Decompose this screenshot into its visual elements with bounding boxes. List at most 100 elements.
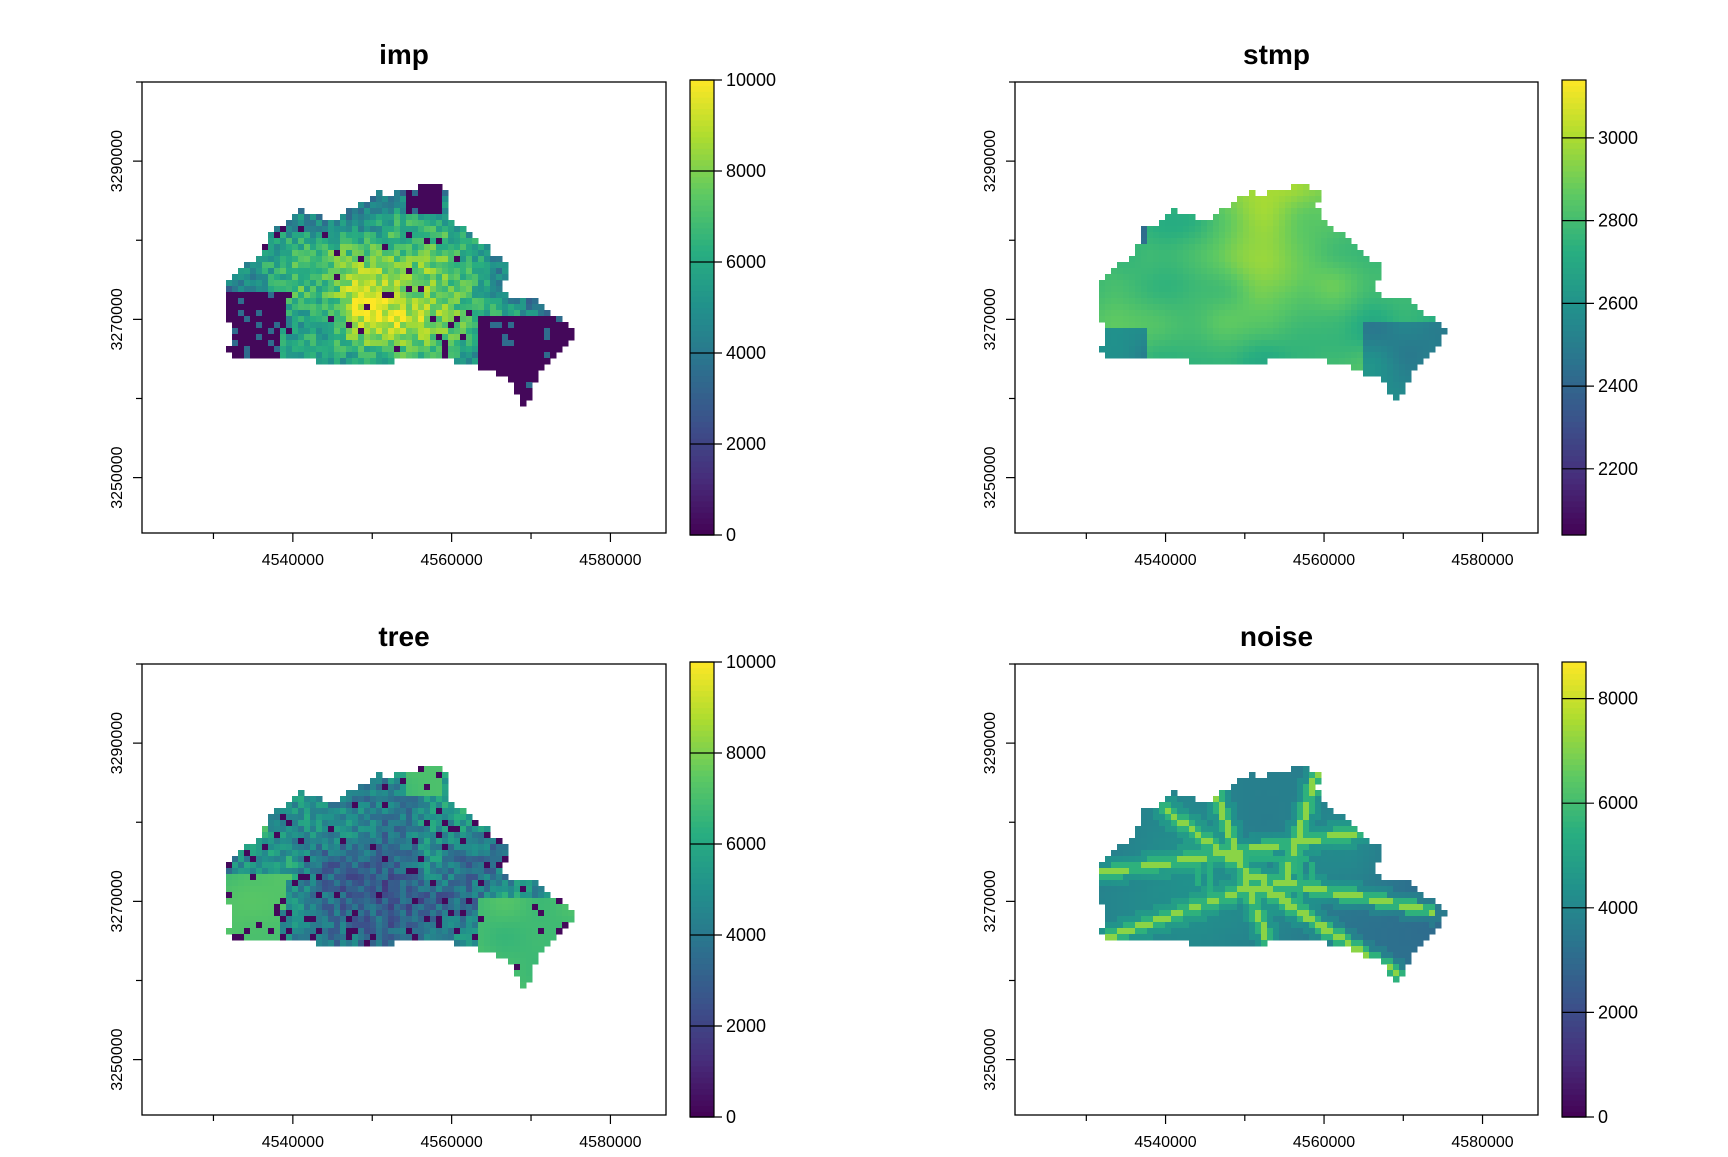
raster-cell [1417,322,1424,329]
raster-cell [268,232,275,239]
raster-cell [538,358,545,365]
raster-cell [1159,334,1166,341]
raster-cell [448,910,455,917]
raster-cell [1171,214,1178,221]
raster-cell [1231,310,1238,317]
raster-cell [394,280,401,287]
raster-cell [1159,844,1166,851]
raster-cell [310,892,317,899]
raster-cell [1303,346,1310,353]
raster-cell [418,916,425,923]
colorbar-segment [690,662,714,668]
raster-cell [1219,904,1226,911]
raster-cell [478,262,485,269]
raster-cell [526,334,533,341]
raster-cell [286,916,293,923]
colorbar-segment [690,217,714,223]
raster-cell [1147,916,1154,923]
raster-cell [502,850,509,857]
raster-cell [1189,322,1196,329]
raster-cell [316,340,323,347]
raster-cell [244,322,251,329]
raster-cell [1327,268,1334,275]
raster-cell [304,814,311,821]
raster-cell [1231,826,1238,833]
raster-cell [1333,916,1340,923]
raster-cell [1345,256,1352,263]
raster-cell [1159,250,1166,257]
raster-cell [430,256,437,263]
raster-cell [1333,850,1340,857]
raster-cell [1291,322,1298,329]
x-tick-label: 4560000 [420,1134,482,1151]
raster-cell [460,904,467,911]
raster-cell [376,232,383,239]
raster-cell [1273,304,1280,311]
raster-cell [1189,844,1196,851]
raster-cell [424,832,431,839]
raster-cell [424,334,431,341]
raster-cell [364,256,371,263]
raster-cell [1195,928,1202,935]
raster-cell [328,880,335,887]
raster-cell [448,826,455,833]
raster-cell [364,928,371,935]
raster-cell [436,772,443,779]
raster-cell [1309,292,1316,299]
raster-cell [1225,358,1232,365]
raster-cell [1327,844,1334,851]
raster-cell [268,286,275,293]
raster-cell [1111,286,1118,293]
raster-cell [400,916,407,923]
raster-cell [316,838,323,845]
raster-cell [478,868,485,875]
raster-cell [1171,808,1178,815]
raster-cell [1243,814,1250,821]
raster-cell [1303,340,1310,347]
raster-cell [1315,874,1322,881]
raster-cell [1333,358,1340,365]
raster-cell [1297,280,1304,287]
raster-cell [514,934,521,941]
raster-cell [352,286,359,293]
raster-cell [268,814,275,821]
colorbar-segment [1562,342,1586,348]
colorbar-segment [1562,194,1586,200]
raster-cell [538,904,545,911]
raster-cell [1249,214,1256,221]
raster-cell [394,844,401,851]
raster-cell [1255,820,1262,827]
raster-cell [274,238,281,245]
raster-cell [370,274,377,281]
raster-cell [478,328,485,335]
raster-cell [1351,856,1358,863]
raster-cell [340,214,347,221]
raster-cell [1261,358,1268,365]
raster-cell [1237,910,1244,917]
raster-cell [442,208,449,215]
raster-cell [400,856,407,863]
raster-cell [280,832,287,839]
raster-cell [1165,892,1172,899]
raster-cell [364,346,371,353]
raster-cell [1213,904,1220,911]
raster-cell [514,382,521,389]
raster-cell [1243,292,1250,299]
colorbar-segment [690,387,714,393]
raster-cell [340,862,347,869]
raster-cell [340,802,347,809]
raster-cell [400,226,407,233]
raster-cell [424,316,431,323]
raster-cell [1315,304,1322,311]
raster-cell [1267,832,1274,839]
raster-cell [388,910,395,917]
raster-cell [490,280,497,287]
raster-cell [496,256,503,263]
raster-cell [538,928,545,935]
raster-cell [322,358,329,365]
raster-cell [316,892,323,899]
raster-cell [400,838,407,845]
raster-cell [1165,832,1172,839]
raster-cell [1291,226,1298,233]
